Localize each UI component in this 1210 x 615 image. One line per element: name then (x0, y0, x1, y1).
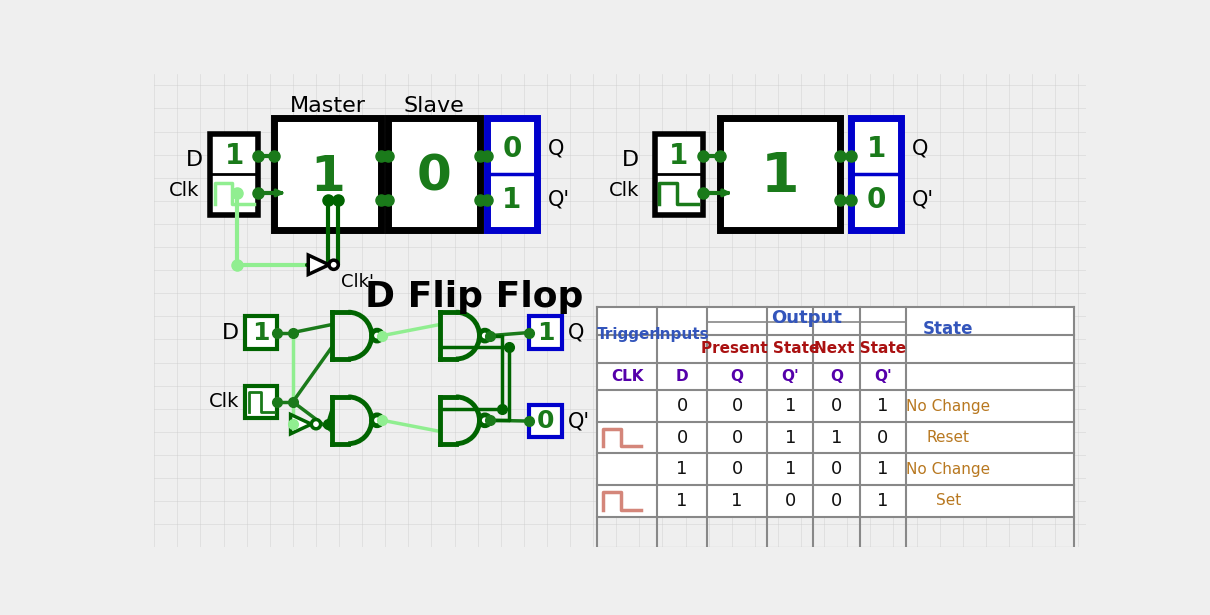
Text: 0: 0 (831, 492, 842, 510)
Text: Inputs: Inputs (655, 327, 709, 343)
Text: D Flip Flop: D Flip Flop (364, 280, 583, 314)
Text: 1: 1 (866, 135, 886, 162)
Text: 0: 0 (831, 460, 842, 478)
Text: 1: 1 (732, 492, 743, 510)
Text: State: State (923, 320, 973, 338)
Text: Q': Q' (782, 369, 799, 384)
Bar (211, 134, 258, 215)
Bar (851, 119, 901, 230)
Text: D: D (676, 369, 688, 384)
Text: 1: 1 (761, 149, 800, 204)
Circle shape (479, 415, 490, 426)
Text: 0: 0 (831, 397, 842, 415)
Bar (486, 119, 537, 230)
Bar (387, 119, 480, 230)
Text: 1: 1 (310, 153, 345, 200)
Text: Clk: Clk (609, 181, 639, 200)
Text: Next State: Next State (813, 341, 905, 356)
Text: 1: 1 (784, 397, 796, 415)
Text: Q: Q (830, 369, 843, 384)
Text: 0: 0 (416, 153, 451, 200)
Text: D: D (185, 150, 203, 170)
Text: Clk: Clk (168, 181, 198, 200)
Text: Trigger: Trigger (597, 327, 657, 343)
Text: 1: 1 (831, 429, 842, 446)
Text: 0: 0 (732, 397, 743, 415)
Text: Slave: Slave (403, 96, 465, 116)
Text: 1: 1 (877, 397, 888, 415)
Text: No Change: No Change (906, 399, 990, 413)
Text: Q: Q (548, 138, 564, 159)
Text: D: D (622, 150, 639, 170)
Text: Q: Q (731, 369, 744, 384)
Text: 1: 1 (784, 429, 796, 446)
Text: 0: 0 (732, 460, 743, 478)
Text: 1: 1 (676, 492, 687, 510)
Bar (246, 316, 277, 349)
Circle shape (479, 330, 490, 341)
Text: 1: 1 (502, 186, 522, 214)
Text: Q': Q' (567, 411, 590, 431)
Bar (529, 405, 561, 437)
Text: Q: Q (912, 138, 928, 159)
Text: Output: Output (771, 309, 842, 327)
Text: 0: 0 (502, 135, 522, 162)
Text: 1: 1 (669, 141, 688, 170)
Polygon shape (290, 415, 311, 434)
Circle shape (329, 260, 339, 269)
Text: Present State: Present State (701, 341, 819, 356)
Bar (246, 386, 277, 418)
Text: Reset: Reset (927, 430, 969, 445)
Text: Q: Q (567, 322, 584, 343)
Text: Set: Set (935, 493, 961, 508)
Text: Clk: Clk (208, 392, 238, 411)
Bar (273, 119, 381, 230)
Text: Q': Q' (548, 190, 570, 210)
Text: 0: 0 (676, 397, 687, 415)
Text: No Change: No Change (906, 462, 990, 477)
Text: 1: 1 (676, 460, 687, 478)
Text: 0: 0 (676, 429, 687, 446)
Text: 1: 1 (537, 320, 554, 344)
Circle shape (371, 415, 382, 426)
Text: Clk': Clk' (341, 272, 374, 291)
Bar (597, 307, 1074, 517)
Text: 1: 1 (253, 320, 270, 344)
Text: 0: 0 (784, 492, 796, 510)
Circle shape (371, 330, 382, 341)
Text: 0: 0 (877, 429, 888, 446)
Text: Q': Q' (912, 190, 934, 210)
Text: 1: 1 (784, 460, 796, 478)
Polygon shape (309, 255, 329, 274)
Text: Q': Q' (874, 369, 892, 384)
Bar (720, 119, 840, 230)
Text: CLK: CLK (611, 369, 644, 384)
Circle shape (311, 419, 321, 429)
Text: 1: 1 (877, 492, 888, 510)
Bar (529, 316, 561, 349)
Text: 0: 0 (732, 429, 743, 446)
Bar (655, 134, 703, 215)
Text: D: D (221, 322, 238, 343)
Text: 0: 0 (866, 186, 886, 214)
Text: 1: 1 (225, 141, 244, 170)
Text: Master: Master (289, 96, 365, 116)
Text: 0: 0 (537, 409, 554, 433)
Text: 1: 1 (877, 460, 888, 478)
